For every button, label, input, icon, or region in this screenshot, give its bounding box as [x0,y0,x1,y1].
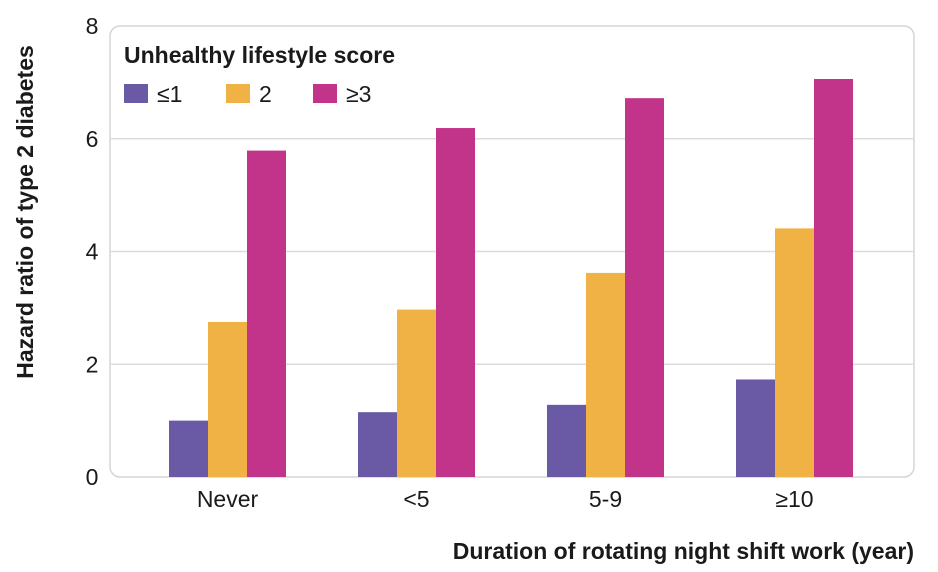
legend-label: ≤1 [157,81,182,107]
bar [436,128,475,477]
x-tick-label: ≥10 [775,486,813,512]
y-tick-label: 4 [86,239,99,265]
legend-label: 2 [259,81,272,107]
x-axis-title: Duration of rotating night shift work (y… [453,538,914,564]
legend-swatch [226,84,250,103]
x-tick-label: Never [197,486,259,512]
bar [625,98,664,477]
bar [208,321,247,477]
bar [397,309,436,477]
bar [247,150,286,477]
bar [358,412,397,477]
x-tick-labels: Never <5 5-9 ≥10 [197,486,814,512]
y-tick-label: 0 [86,464,99,490]
legend-swatch [313,84,337,103]
legend-title: Unhealthy lifestyle score [124,42,395,68]
legend-items: ≤1 2 ≥3 [124,81,371,107]
bar [547,404,586,477]
x-tick-label: <5 [403,486,429,512]
bar [586,272,625,477]
y-tick-label: 6 [86,126,99,152]
y-tick-labels: 0 2 4 6 8 [86,13,99,490]
bar [169,420,208,477]
legend-swatch [124,84,148,103]
bar [775,228,814,477]
bar [814,78,853,478]
y-tick-label: 8 [86,13,99,39]
legend: Unhealthy lifestyle score ≤1 2 ≥3 [124,42,395,107]
bars [169,78,853,478]
bar [736,379,775,477]
y-tick-label: 2 [86,351,99,377]
x-tick-label: 5-9 [589,486,622,512]
y-axis-title: Hazard ratio of type 2 diabetes [12,45,38,379]
legend-label: ≥3 [346,81,371,107]
